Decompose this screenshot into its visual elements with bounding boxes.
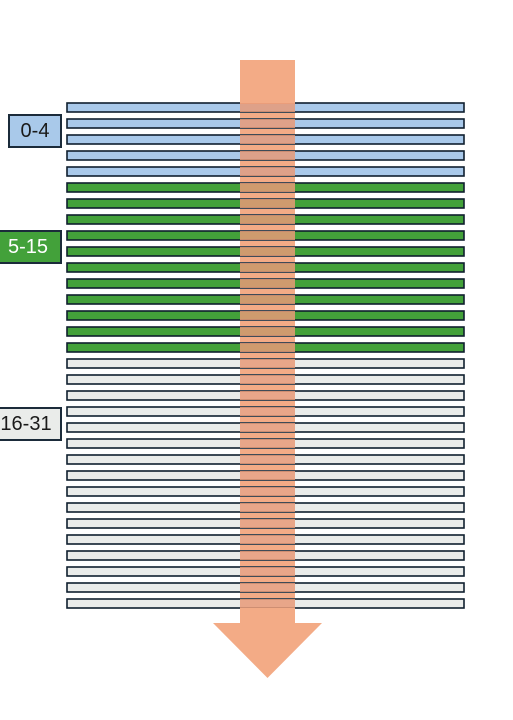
arrow-shaft-segment (240, 321, 295, 326)
arrow-overlap (240, 599, 295, 608)
arrow-overlap (240, 119, 295, 128)
arrow-shaft-segment (240, 289, 295, 294)
arrow-shaft-segment (240, 273, 295, 278)
arrow-shaft-segment (240, 417, 295, 422)
arrow-overlap (240, 407, 295, 416)
arrow-shaft-segment (240, 353, 295, 358)
arrow-overlap (240, 151, 295, 160)
arrow-shaft-segment (240, 305, 295, 310)
arrow-overlap (240, 471, 295, 480)
arrow-overlap (240, 343, 295, 352)
arrow-overlap (240, 567, 295, 576)
arrow-shaft-segments (240, 103, 295, 614)
arrow-shaft-segment (240, 257, 295, 262)
arrow-shaft-segment (240, 529, 295, 534)
arrow-shaft-segment (240, 545, 295, 550)
arrow-shaft-segment (240, 337, 295, 342)
arrow-overlap (240, 327, 295, 336)
arrow-overlap (240, 487, 295, 496)
arrow-shaft-segment (240, 513, 295, 518)
arrow-overlap (240, 215, 295, 224)
arrow-overlap (240, 583, 295, 592)
arrow-shaft-segment (240, 193, 295, 198)
arrow-shaft-segment (240, 145, 295, 150)
arrow-shaft-segment (240, 385, 295, 390)
arrow-overlap (240, 279, 295, 288)
arrow-overlap (240, 231, 295, 240)
arrow-overlap (240, 519, 295, 528)
arrow-shaft-bottom (240, 608, 295, 624)
arrow-shaft-segment (240, 209, 295, 214)
downward-arrow (213, 60, 322, 678)
arrow-overlap (240, 535, 295, 544)
arrow-overlap (240, 439, 295, 448)
arrow-overlap (240, 263, 295, 272)
arrow-shaft-segment (240, 177, 295, 182)
arrow-overlap (240, 423, 295, 432)
group-label-16-31: 16-31 (0, 407, 62, 441)
arrow-overlap (240, 135, 295, 144)
arrow-overlap (240, 551, 295, 560)
arrow-overlap (240, 103, 295, 112)
arrow-shaft-segment (240, 481, 295, 486)
arrow-overlap (240, 455, 295, 464)
arrow-shaft-top (240, 60, 295, 104)
arrow-overlap (240, 199, 295, 208)
arrow-shaft-segment (240, 449, 295, 454)
arrow-shaft-segment (240, 241, 295, 246)
arrow-overlap (240, 247, 295, 256)
arrow-shaft-segment (240, 369, 295, 374)
arrow-shaft-segment (240, 465, 295, 470)
arrow-shaft-segment (240, 129, 295, 134)
arrow-overlap (240, 167, 295, 176)
arrow-head (213, 623, 322, 678)
arrow-overlap (240, 183, 295, 192)
arrow-shaft-segment (240, 577, 295, 582)
arrow-shaft-segment (240, 433, 295, 438)
group-label-5-15: 5-15 (0, 230, 62, 264)
arrow-overlap (240, 375, 295, 384)
arrow-overlap (240, 311, 295, 320)
arrow-shaft-segment (240, 225, 295, 230)
arrow-overlap (240, 295, 295, 304)
arrow-shaft-segment (240, 497, 295, 502)
arrow-overlap (240, 359, 295, 368)
arrow-shaft-segment (240, 401, 295, 406)
arrow-overlap (240, 503, 295, 512)
arrow-shaft-segment (240, 561, 295, 566)
arrow-shaft-segment (240, 593, 295, 598)
arrow-shaft-segment (240, 161, 295, 166)
arrow-overlap (240, 391, 295, 400)
group-label-0-4: 0-4 (8, 114, 62, 148)
arrow-shaft-segment (240, 113, 295, 118)
